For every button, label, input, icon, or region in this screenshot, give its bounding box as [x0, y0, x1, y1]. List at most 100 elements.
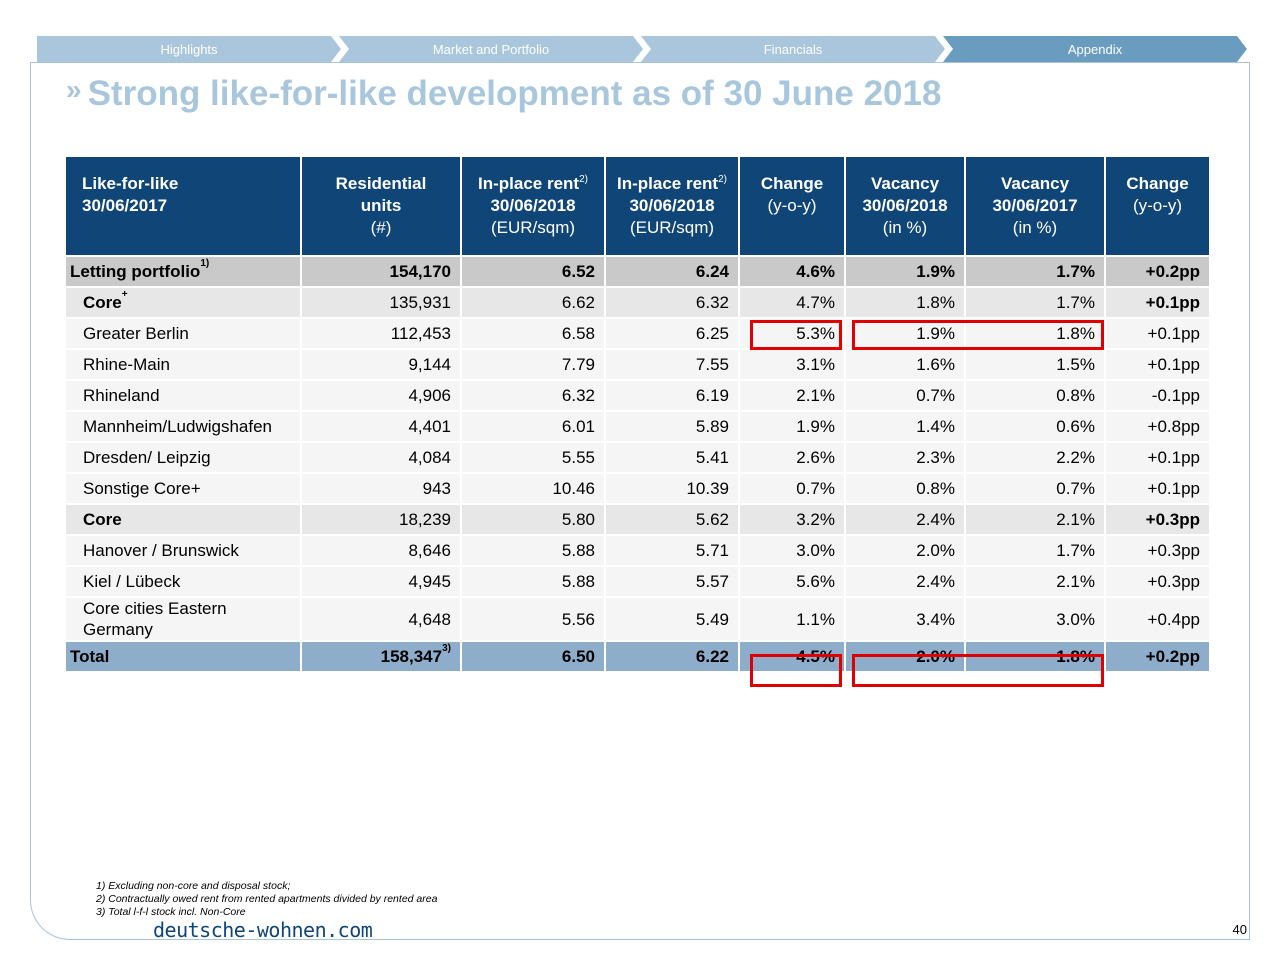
title-marker: »	[66, 74, 82, 105]
nav-step-highlights[interactable]: Highlights	[37, 36, 341, 62]
cell-change: 5.3%	[739, 318, 846, 350]
cell-rent18: 6.01	[461, 411, 606, 443]
header-vacancy-2018: Vacancy 30/06/2018 (in %)	[845, 157, 966, 257]
cell-units: 4,401	[301, 411, 462, 443]
cell-vacancy-change: +0.2pp	[1105, 256, 1211, 288]
cell-rent18: 5.55	[461, 442, 606, 474]
cell-change: 5.6%	[739, 566, 846, 598]
footnote: 1) Excluding non-core and disposal stock…	[96, 880, 291, 892]
cell-vacancy18: 1.6%	[845, 349, 966, 381]
row-name: Core	[66, 504, 302, 536]
highlight-box-berlin-vacancy	[852, 320, 1104, 350]
cell-vacancy-change: +0.3pp	[1105, 535, 1211, 567]
cell-units: 4,648	[301, 597, 462, 642]
cell-rent17: 6.19	[605, 380, 740, 412]
header-rent-change: Change (y-o-y)	[739, 157, 846, 257]
cell-rent17: 10.39	[605, 473, 740, 505]
table-row-core: Core 18,239 5.80 5.62 3.2% 2.4% 2.1% +0.…	[66, 504, 1211, 536]
cell-vacancy17: 0.7%	[965, 473, 1106, 505]
cell-rent17: 5.62	[605, 504, 740, 536]
cell-rent17: 6.24	[605, 256, 740, 288]
cell-vacancy18: 0.8%	[845, 473, 966, 505]
table-row: Rhine-Main 9,144 7.79 7.55 3.1% 1.6% 1.5…	[66, 349, 1211, 381]
highlight-box-berlin-change	[750, 320, 842, 350]
cell-rent17: 5.41	[605, 442, 740, 474]
table-row: Core cities Eastern Germany 4,648 5.56 5.…	[66, 597, 1211, 642]
cell-units: 4,906	[301, 380, 462, 412]
row-name: Hanover / Brunswick	[66, 535, 302, 567]
table-row: Hanover / Brunswick 8,646 5.88 5.71 3.0%…	[66, 535, 1211, 567]
chevron-shape	[37, 36, 341, 62]
cell-vacancy-change: +0.1pp	[1105, 473, 1211, 505]
cell-vacancy-change: -0.1pp	[1105, 380, 1211, 412]
cell-vacancy-change: +0.1pp	[1105, 318, 1211, 350]
cell-change: 3.1%	[739, 349, 846, 381]
cell-rent18: 6.50	[461, 641, 606, 673]
row-name: Dresden/ Leipzig	[66, 442, 302, 474]
cell-rent17: 5.57	[605, 566, 740, 598]
cell-vacancy17: 3.0%	[965, 597, 1106, 642]
cell-vacancy18: 1.4%	[845, 411, 966, 443]
cell-units: 8,646	[301, 535, 462, 567]
cell-change: 2.6%	[739, 442, 846, 474]
table-row-core-plus: Core+ 135,931 6.62 6.32 4.7% 1.8% 1.7% +…	[66, 287, 1211, 319]
section-nav: Highlights Market and Portfolio Financia…	[37, 36, 1247, 62]
chevron-shape	[339, 36, 643, 62]
cell-rent18: 5.88	[461, 566, 606, 598]
cell-vacancy18: 2.4%	[845, 504, 966, 536]
cell-vacancy-change: +0.8pp	[1105, 411, 1211, 443]
cell-vacancy18: 3.4%	[845, 597, 966, 642]
cell-rent17: 5.89	[605, 411, 740, 443]
table-row: Greater Berlin 112,453 6.58 6.25 5.3% 1.…	[66, 318, 1211, 350]
cell-units: 4,945	[301, 566, 462, 598]
cell-rent18: 6.32	[461, 380, 606, 412]
cell-vacancy17: 1.7%	[965, 287, 1106, 319]
cell-vacancy-change: +0.1pp	[1105, 349, 1211, 381]
cell-vacancy18: 1.9%	[845, 318, 966, 350]
row-name: Kiel / Lübeck	[66, 566, 302, 598]
like-for-like-table: Like-for-like 30/06/2017 Residential units…	[66, 157, 1211, 673]
page-number: 40	[1232, 922, 1247, 937]
cell-vacancy17: 1.5%	[965, 349, 1106, 381]
nav-step-market-portfolio[interactable]: Market and Portfolio	[339, 36, 643, 62]
cell-units: 9,144	[301, 349, 462, 381]
chevron-shape	[943, 36, 1247, 62]
cell-vacancy18: 1.8%	[845, 287, 966, 319]
cell-change: 4.7%	[739, 287, 846, 319]
cell-vacancy-change: +0.2pp	[1105, 641, 1211, 673]
cell-units: 4,084	[301, 442, 462, 474]
cell-vacancy17: 2.1%	[965, 566, 1106, 598]
page-title: » Strong like-for-like development as of …	[66, 74, 941, 114]
header-rent-2018: In-place rent2) 30/06/2018 (EUR/sqm)	[461, 157, 606, 257]
cell-rent17: 6.22	[605, 641, 740, 673]
nav-step-appendix[interactable]: Appendix	[943, 36, 1247, 62]
table-row: Sonstige Core+ 943 10.46 10.39 0.7% 0.8%…	[66, 473, 1211, 505]
row-name: Rhine-Main	[66, 349, 302, 381]
row-name: Rhineland	[66, 380, 302, 412]
nav-step-financials[interactable]: Financials	[641, 36, 945, 62]
cell-vacancy18: 2.4%	[845, 566, 966, 598]
cell-vacancy17: 1.7%	[965, 256, 1106, 288]
cell-rent18: 6.62	[461, 287, 606, 319]
footnotes: 1) Excluding non-core and disposal stock…	[96, 880, 437, 919]
table-row: Mannheim/Ludwigshafen 4,401 6.01 5.89 1.…	[66, 411, 1211, 443]
cell-change: 3.2%	[739, 504, 846, 536]
cell-vacancy-change: +0.1pp	[1105, 442, 1211, 474]
cell-rent18: 5.56	[461, 597, 606, 642]
cell-rent17: 7.55	[605, 349, 740, 381]
cell-rent18: 5.80	[461, 504, 606, 536]
cell-vacancy18: 1.9%	[845, 256, 966, 288]
cell-vacancy17: 1.7%	[965, 535, 1106, 567]
nav-step-label: Appendix	[1067, 41, 1123, 57]
slide-frame	[30, 62, 1250, 940]
cell-rent17: 5.49	[605, 597, 740, 642]
cell-vacancy17: 0.6%	[965, 411, 1106, 443]
cell-vacancy-change: +0.1pp	[1105, 287, 1211, 319]
cell-vacancy-change: +0.3pp	[1105, 504, 1211, 536]
nav-step-label: Market and Portfolio	[432, 41, 550, 57]
cell-units: 158,3473)	[301, 641, 462, 673]
cell-units: 154,170	[301, 256, 462, 288]
row-name: Greater Berlin	[66, 318, 302, 350]
cell-vacancy-change: +0.4pp	[1105, 597, 1211, 642]
cell-rent17: 6.32	[605, 287, 740, 319]
